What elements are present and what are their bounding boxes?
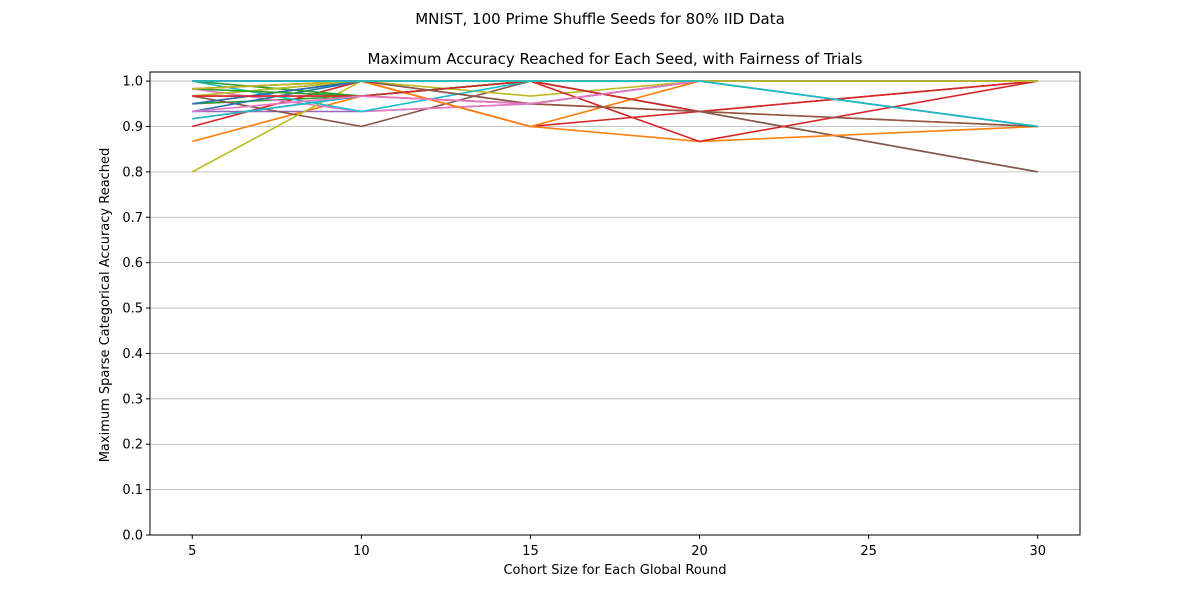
x-axis-label: Cohort Size for Each Global Round [503, 563, 726, 578]
x-tick-label: 30 [1029, 544, 1046, 559]
y-tick-label: 0.6 [122, 256, 143, 271]
y-tick-label: 0.3 [122, 392, 143, 407]
y-tick-label: 0.5 [122, 302, 143, 317]
y-tick-label: 1.0 [122, 75, 143, 90]
y-gridlines [150, 80, 1080, 536]
x-tick-label: 25 [860, 544, 877, 559]
x-tick-label: 5 [188, 544, 196, 559]
y-tick-label: 0.9 [122, 120, 143, 135]
plot-area-frame [149, 71, 1081, 536]
series-lines [191, 80, 1038, 173]
x-axis-ticks: 5 10 15 20 25 30 [188, 535, 1046, 559]
y-axis-label: Maximum Sparse Categorical Accuracy Reac… [98, 148, 113, 463]
y-tick-label: 0.1 [122, 483, 143, 498]
x-tick-label: 10 [353, 544, 370, 559]
figure-suptitle: MNIST, 100 Prime Shuffle Seeds for 80% I… [415, 10, 785, 28]
y-axis-ticks: 0.0 0.1 0.2 0.3 0.4 0.5 0.6 0.7 0.8 0.9 1.0 [122, 75, 150, 544]
y-tick-label: 0.4 [122, 347, 143, 362]
x-tick-label: 20 [691, 544, 708, 559]
x-tick-label: 15 [522, 544, 539, 559]
y-tick-label: 0.7 [122, 211, 143, 226]
chart-title: Maximum Accuracy Reached for Each Seed, … [368, 50, 863, 68]
y-tick-label: 0.2 [122, 438, 143, 453]
series-line-30 [192, 80, 1038, 128]
y-tick-label: 0.0 [122, 529, 143, 544]
y-tick-label: 0.8 [122, 165, 143, 180]
